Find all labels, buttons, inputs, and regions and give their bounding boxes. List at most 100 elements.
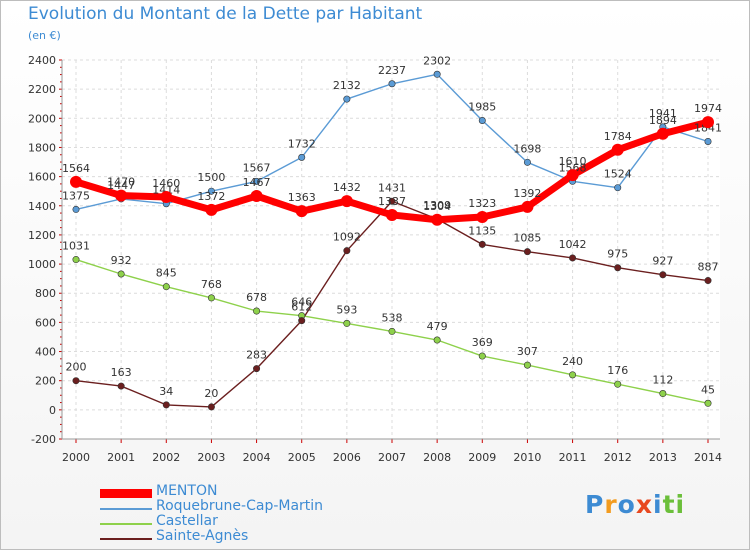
data-label-roquebrune-cap-martin: 1732 bbox=[288, 137, 316, 150]
data-label-menton: 1470 bbox=[107, 176, 135, 189]
data-label-castellar: 307 bbox=[517, 345, 538, 358]
data-label-castellar: 45 bbox=[701, 383, 715, 396]
chart-title: Evolution du Montant de la Dette par Hab… bbox=[28, 4, 423, 24]
data-point-roquebrune-cap-martin bbox=[253, 177, 261, 185]
data-point-menton bbox=[476, 210, 489, 223]
data-label-castellar: 593 bbox=[336, 303, 357, 316]
data-label-menton: 1784 bbox=[604, 130, 632, 143]
data-label-sainte-agn-s: 200 bbox=[66, 361, 87, 374]
data-label-roquebrune-cap-martin: 1500 bbox=[197, 171, 225, 184]
data-point-menton bbox=[611, 143, 624, 156]
data-point-menton bbox=[702, 116, 714, 129]
y-tick-label: -200 bbox=[31, 433, 56, 446]
legend-label: Castellar bbox=[156, 513, 218, 529]
data-label-menton: 1363 bbox=[288, 191, 316, 204]
data-point-roquebrune-cap-martin bbox=[72, 205, 80, 213]
x-tick-label: 2007 bbox=[378, 451, 406, 464]
data-label-sainte-agn-s: 163 bbox=[111, 366, 132, 379]
x-tick-label: 2003 bbox=[197, 451, 225, 464]
data-point-castellar bbox=[162, 283, 170, 291]
y-tick-label: 1400 bbox=[28, 200, 56, 213]
data-label-castellar: 240 bbox=[562, 355, 583, 368]
data-label-roquebrune-cap-martin: 1941 bbox=[649, 107, 677, 120]
y-tick-label: 0 bbox=[49, 404, 56, 417]
data-point-castellar bbox=[72, 256, 80, 264]
data-label-menton: 1974 bbox=[694, 102, 722, 115]
x-tick-label: 2004 bbox=[243, 451, 271, 464]
data-point-menton bbox=[160, 191, 173, 204]
y-tick-label: 200 bbox=[35, 375, 56, 388]
data-point-castellar bbox=[253, 307, 261, 315]
data-point-sainte-agn-s bbox=[569, 254, 577, 262]
data-label-sainte-agn-s: 1135 bbox=[468, 224, 496, 237]
x-tick-label: 2006 bbox=[333, 451, 361, 464]
x-tick-label: 2005 bbox=[288, 451, 316, 464]
data-label-castellar: 479 bbox=[427, 320, 448, 333]
data-point-castellar bbox=[433, 336, 441, 344]
data-label-castellar: 845 bbox=[156, 267, 177, 280]
data-point-menton bbox=[295, 205, 308, 218]
data-label-roquebrune-cap-martin: 1698 bbox=[513, 142, 541, 155]
x-tick-label: 2012 bbox=[604, 451, 632, 464]
data-label-castellar: 932 bbox=[111, 254, 132, 267]
data-label-sainte-agn-s: 20 bbox=[204, 387, 218, 400]
data-point-roquebrune-cap-martin bbox=[523, 158, 531, 166]
data-point-roquebrune-cap-martin bbox=[614, 184, 622, 192]
data-point-sainte-agn-s bbox=[117, 382, 125, 390]
data-point-roquebrune-cap-martin bbox=[207, 187, 215, 195]
data-label-sainte-agn-s: 1431 bbox=[378, 181, 406, 194]
data-point-roquebrune-cap-martin bbox=[433, 70, 441, 78]
data-label-roquebrune-cap-martin: 1375 bbox=[62, 189, 90, 202]
data-label-castellar: 369 bbox=[472, 336, 493, 349]
data-point-sainte-agn-s bbox=[207, 403, 215, 411]
data-label-castellar: 646 bbox=[291, 296, 312, 309]
logo-letter: t bbox=[662, 490, 676, 519]
data-label-menton: 1610 bbox=[559, 155, 587, 168]
logo-letter: r bbox=[604, 490, 618, 519]
y-tick-label: 1600 bbox=[28, 171, 56, 184]
data-label-menton: 1337 bbox=[378, 195, 406, 208]
data-point-roquebrune-cap-martin bbox=[298, 153, 306, 161]
data-point-roquebrune-cap-martin bbox=[388, 80, 396, 88]
data-label-sainte-agn-s: 1042 bbox=[559, 238, 587, 251]
data-label-castellar: 176 bbox=[607, 364, 628, 377]
data-point-menton bbox=[115, 189, 128, 202]
legend-swatch bbox=[100, 489, 152, 498]
logo-letter: i bbox=[675, 490, 686, 519]
data-label-roquebrune-cap-martin: 1567 bbox=[243, 161, 271, 174]
data-point-castellar bbox=[523, 361, 531, 369]
data-label-menton: 1304 bbox=[423, 200, 451, 213]
legend-swatch bbox=[100, 523, 152, 525]
x-tick-label: 2001 bbox=[107, 451, 135, 464]
data-point-menton bbox=[250, 190, 263, 203]
data-label-roquebrune-cap-martin: 1414 bbox=[152, 184, 180, 197]
data-label-menton: 1894 bbox=[649, 114, 677, 127]
data-point-castellar bbox=[207, 294, 215, 302]
data-point-menton bbox=[431, 213, 444, 226]
data-point-castellar bbox=[388, 327, 396, 335]
data-label-menton: 1564 bbox=[62, 162, 90, 175]
x-tick-label: 2014 bbox=[694, 451, 722, 464]
data-point-menton bbox=[566, 169, 579, 182]
data-label-sainte-agn-s: 283 bbox=[246, 349, 267, 362]
data-point-castellar bbox=[614, 380, 622, 388]
data-point-sainte-agn-s bbox=[343, 247, 351, 255]
x-tick-label: 2002 bbox=[152, 451, 180, 464]
data-label-sainte-agn-s: 612 bbox=[291, 301, 312, 314]
data-point-roquebrune-cap-martin bbox=[343, 95, 351, 103]
y-tick-label: 1000 bbox=[28, 258, 56, 271]
data-point-sainte-agn-s bbox=[298, 317, 306, 325]
data-label-roquebrune-cap-martin: 2237 bbox=[378, 64, 406, 77]
data-point-castellar bbox=[117, 270, 125, 278]
y-tick-label: 800 bbox=[35, 287, 56, 300]
unit-label: (en €) bbox=[28, 29, 61, 42]
x-tick-label: 2008 bbox=[423, 451, 451, 464]
y-tick-label: 1800 bbox=[28, 141, 56, 154]
data-label-menton: 1432 bbox=[333, 181, 361, 194]
x-tick-label: 2010 bbox=[513, 451, 541, 464]
data-point-castellar bbox=[659, 390, 667, 398]
data-label-roquebrune-cap-martin: 1568 bbox=[559, 161, 587, 174]
data-point-sainte-agn-s bbox=[253, 365, 261, 373]
data-label-menton: 1392 bbox=[513, 187, 541, 200]
data-label-roquebrune-cap-martin: 2132 bbox=[333, 79, 361, 92]
